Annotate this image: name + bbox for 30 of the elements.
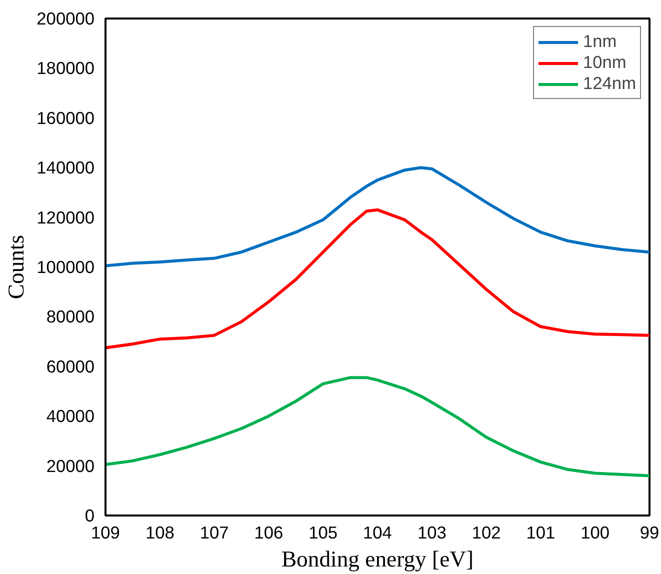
x-axis-title: Bonding energy [eV]	[281, 546, 474, 572]
y-tick-label: 20000	[46, 456, 94, 476]
legend-label: 10nm	[583, 52, 626, 73]
x-tick-label: 99	[640, 522, 660, 542]
y-tick-label: 200000	[36, 8, 95, 28]
y-tick-label: 160000	[36, 108, 95, 128]
x-tick-label: 105	[308, 522, 338, 542]
y-tick-label: 60000	[46, 356, 94, 376]
legend-label: 124nm	[583, 73, 636, 94]
y-tick-label: 120000	[36, 207, 95, 228]
y-tick-label: 140000	[36, 158, 95, 178]
y-tick-label: 0	[84, 506, 95, 526]
line-series	[106, 166, 650, 268]
x-tick-label: 108	[145, 522, 174, 542]
x-tick-label: 102	[472, 522, 501, 542]
x-tick-label: 106	[254, 522, 284, 542]
x-tick-label: 101	[526, 522, 556, 542]
y-axis-title: Counts	[4, 234, 29, 300]
line-series	[106, 208, 650, 350]
x-tick-label: 103	[417, 522, 446, 542]
line-series	[106, 376, 650, 478]
legend-label: 1nm	[583, 31, 617, 52]
x-tick-label: 109	[91, 522, 120, 542]
x-tick-label: 104	[363, 522, 392, 542]
x-tick-label: 100	[580, 522, 610, 542]
y-tick-label: 80000	[46, 306, 94, 327]
x-tick-label: 107	[200, 522, 229, 542]
y-tick-label: 100000	[36, 257, 95, 277]
y-tick-label: 180000	[36, 58, 95, 78]
y-tick-label: 40000	[46, 406, 94, 426]
